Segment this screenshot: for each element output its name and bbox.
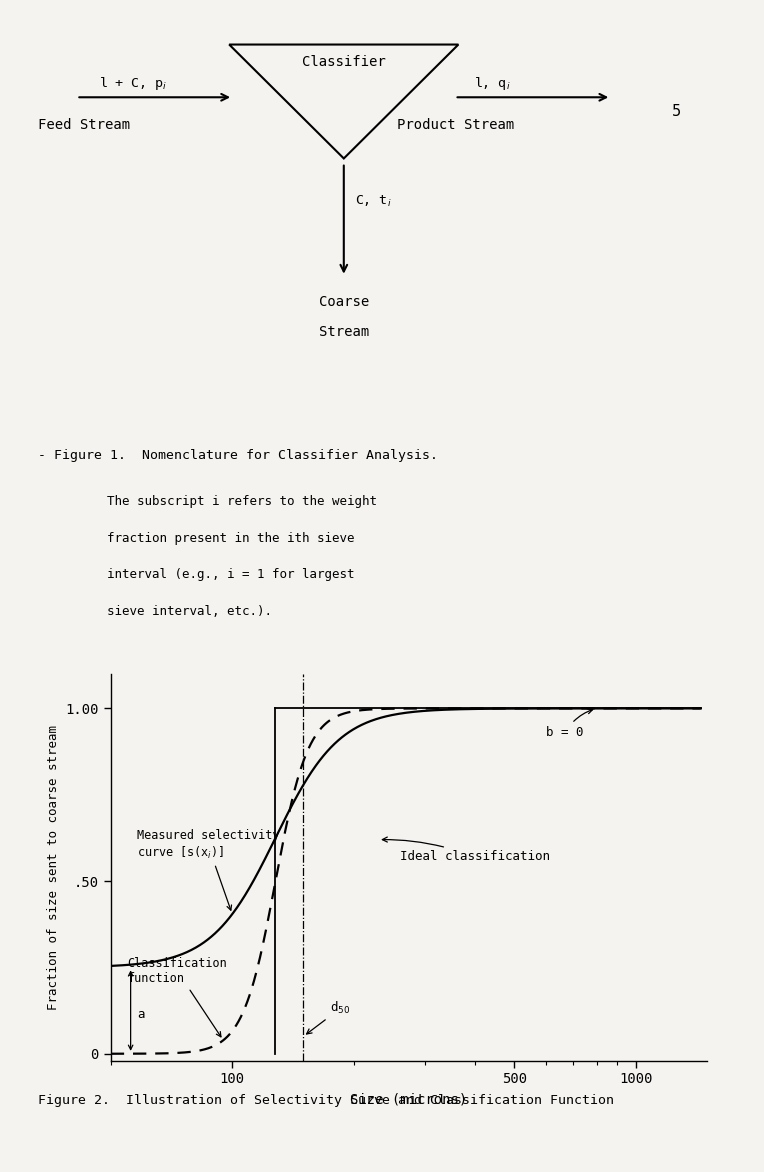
Text: Measured selectivity
curve [s(x$_i$)]: Measured selectivity curve [s(x$_i$)]	[137, 830, 280, 911]
Text: 5: 5	[672, 104, 681, 120]
Text: Product Stream: Product Stream	[397, 118, 514, 132]
Text: C, t$_i$: C, t$_i$	[355, 193, 392, 209]
Text: l + C, p$_i$: l + C, p$_i$	[99, 75, 168, 91]
Text: l, q$_i$: l, q$_i$	[474, 75, 510, 91]
Text: b = 0: b = 0	[546, 709, 593, 740]
Text: The subscript i refers to the weight: The subscript i refers to the weight	[107, 495, 377, 507]
Text: Stream: Stream	[319, 325, 369, 339]
Text: Feed Stream: Feed Stream	[38, 118, 131, 132]
Text: Coarse: Coarse	[319, 295, 369, 309]
Text: sieve interval, etc.).: sieve interval, etc.).	[107, 606, 272, 619]
Text: Classification
function: Classification function	[128, 958, 227, 1037]
Text: d$_{50}$: d$_{50}$	[306, 1001, 351, 1034]
Text: fraction present in the ith sieve: fraction present in the ith sieve	[107, 531, 354, 545]
Text: a: a	[137, 1008, 144, 1021]
Text: Classifier: Classifier	[302, 55, 386, 69]
Y-axis label: Fraction of size sent to coarse stream: Fraction of size sent to coarse stream	[47, 724, 60, 1010]
Text: interval (e.g., i = 1 for largest: interval (e.g., i = 1 for largest	[107, 568, 354, 581]
Text: - Figure 1.  Nomenclature for Classifier Analysis.: - Figure 1. Nomenclature for Classifier …	[38, 449, 439, 463]
Text: Figure 2.  Illustration of Selectivity Curve and Classification Function: Figure 2. Illustration of Selectivity Cu…	[38, 1095, 614, 1108]
Text: Ideal classification: Ideal classification	[382, 837, 549, 864]
X-axis label: Size (microns): Size (microns)	[350, 1092, 468, 1106]
